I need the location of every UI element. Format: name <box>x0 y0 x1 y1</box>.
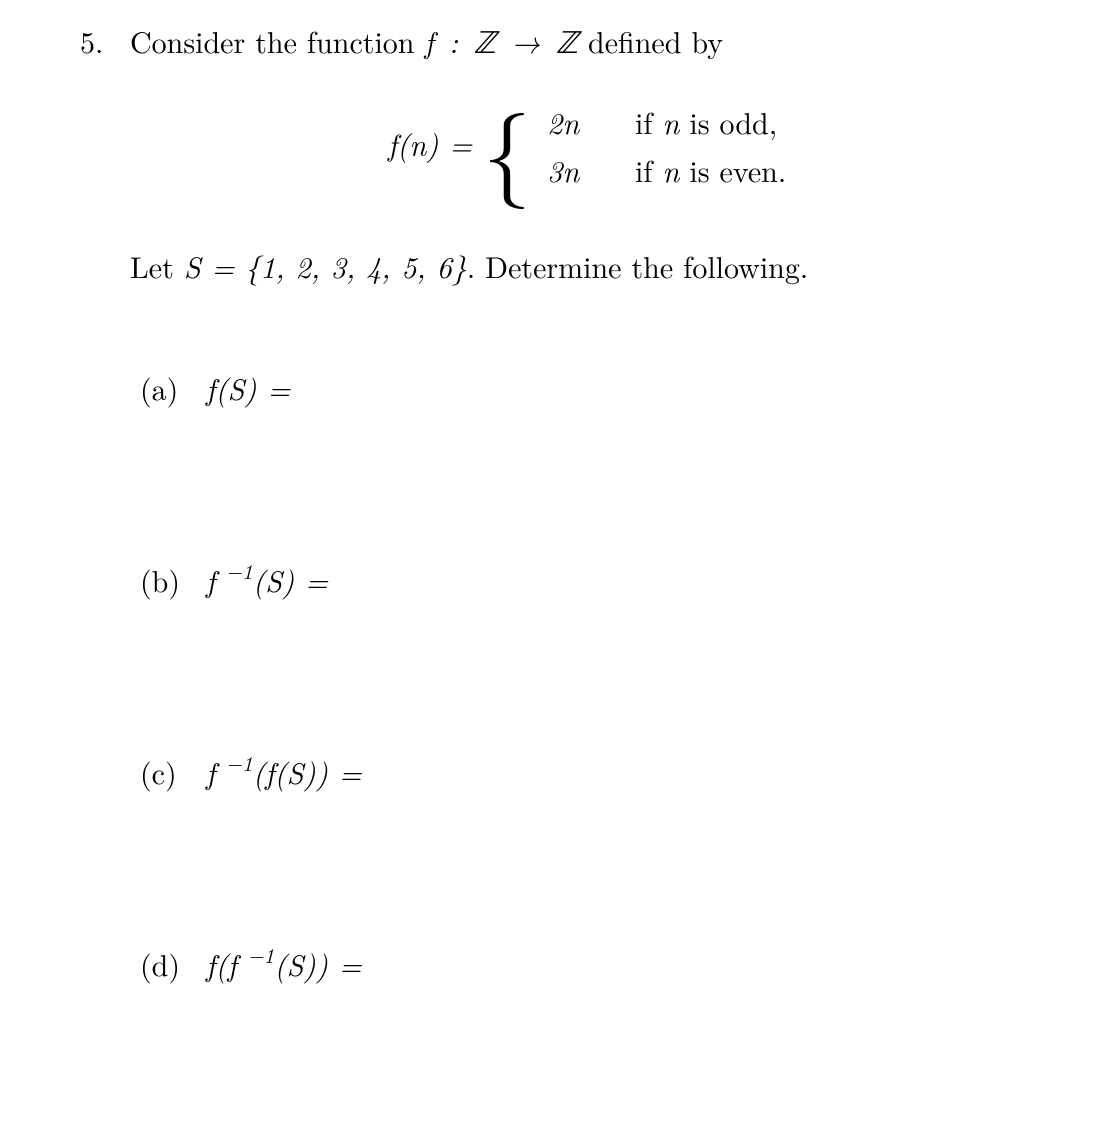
subpart-label: (a) <box>140 367 196 409</box>
piecewise-definition: f(n) = { 2n if n is odd, 3n if n is even… <box>130 101 1044 197</box>
piecewise-row: 2n if n is odd, <box>547 101 786 149</box>
subpart-b: (b) f −1(S) = <box>140 559 1044 601</box>
subpart-label: (b) <box>140 559 196 601</box>
piecewise-cases: 2n if n is odd, 3n if n is even. <box>547 101 786 197</box>
subpart-label: (c) <box>140 751 196 793</box>
intro-post: defined by <box>578 19 723 62</box>
let-post: . Determine the following. <box>467 244 808 287</box>
let-line: Let S = {1, 2, 3, 4, 5, 6}. Determine th… <box>130 245 1044 287</box>
let-set: S = {1, 2, 3, 4, 5, 6} <box>184 244 467 287</box>
piecewise-condition: if n is even. <box>617 149 786 191</box>
piecewise-row: 3n if n is even. <box>547 149 786 197</box>
problem-number: 5. <box>80 20 130 985</box>
piecewise-lhs: f(n) = <box>388 121 483 164</box>
subpart-label: (d) <box>140 943 196 985</box>
piecewise-value: 3n <box>547 149 617 191</box>
problem-5: 5. Consider the function f : ℤ → ℤ defin… <box>80 20 1044 985</box>
subpart-expression: f −1(S) = <box>206 558 328 601</box>
subpart-expression: f −1(f(S)) = <box>206 750 362 793</box>
left-brace-icon: { <box>483 102 531 188</box>
subpart-d: (d) f(f −1(S)) = <box>140 943 1044 985</box>
subpart-c: (c) f −1(f(S)) = <box>140 751 1044 793</box>
subpart-expression: f(f −1(S)) = <box>206 942 362 985</box>
let-pre: Let <box>130 244 184 287</box>
piecewise-condition: if n is odd, <box>617 101 777 143</box>
intro-line: Consider the function f : ℤ → ℤ defined … <box>130 20 1044 65</box>
function-declaration: f : ℤ → ℤ <box>424 19 578 62</box>
problem-body: Consider the function f : ℤ → ℤ defined … <box>130 20 1044 985</box>
subpart-a: (a) f(S) = <box>140 367 1044 409</box>
intro-pre: Consider the function <box>130 19 424 62</box>
page: 5. Consider the function f : ℤ → ℤ defin… <box>0 0 1104 1148</box>
subpart-expression: f(S) = <box>206 366 290 409</box>
piecewise-value: 2n <box>547 101 617 143</box>
